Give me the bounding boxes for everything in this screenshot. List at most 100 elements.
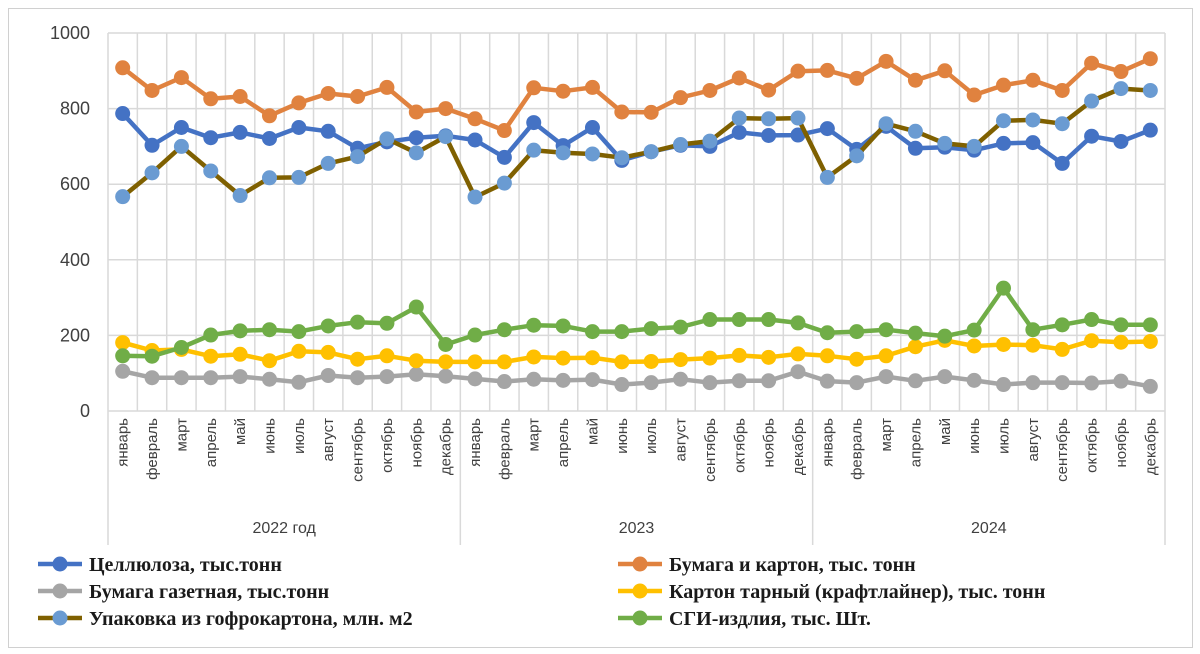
data-point (702, 375, 718, 391)
data-point (1084, 55, 1100, 71)
legend-item: Бумага и картон, тыс. тонн (618, 554, 916, 576)
data-point (643, 104, 659, 120)
data-point (526, 349, 542, 365)
y-tick-label: 400 (60, 250, 90, 270)
data-point (350, 351, 366, 367)
data-point (408, 145, 424, 161)
data-point (203, 327, 219, 343)
data-point (584, 324, 600, 340)
data-point (555, 318, 571, 334)
data-point (907, 123, 923, 139)
data-point (966, 322, 982, 338)
month-label: июль (643, 418, 660, 454)
data-point (1084, 93, 1100, 109)
legend-marker (52, 556, 68, 572)
data-point (144, 137, 160, 153)
legend-label: Бумага и картон, тыс. тонн (669, 554, 916, 576)
data-point (1054, 155, 1070, 171)
data-point (496, 175, 512, 191)
data-point (996, 280, 1012, 296)
month-label: ноябрь (1113, 418, 1130, 468)
data-point (584, 120, 600, 135)
data-point (1025, 375, 1041, 391)
series-layer (115, 51, 1158, 394)
month-label: апрель (203, 418, 220, 467)
data-point (643, 321, 659, 337)
data-point (819, 348, 835, 364)
data-point (819, 169, 835, 185)
data-point (643, 353, 659, 369)
data-point (232, 89, 248, 105)
data-point (261, 322, 277, 338)
data-point (320, 344, 336, 360)
data-point (203, 130, 219, 146)
month-label: ноябрь (761, 418, 778, 468)
data-point (878, 322, 894, 338)
data-point (261, 130, 277, 146)
month-label: сентябрь (702, 418, 719, 482)
data-point (819, 373, 835, 389)
data-point (761, 373, 777, 389)
data-point (937, 135, 953, 151)
series-5 (115, 81, 1158, 205)
data-point (555, 372, 571, 388)
data-point (878, 369, 894, 385)
data-point (937, 328, 953, 344)
data-point (438, 354, 454, 370)
legend-marker (632, 610, 648, 626)
data-point (115, 348, 131, 364)
legend-item: Картон тарный (крафтлайнер), тыс. тонн (618, 581, 1045, 603)
legend-marker (632, 583, 648, 599)
data-point (203, 370, 219, 386)
data-point (1142, 82, 1158, 98)
data-point (702, 312, 718, 328)
data-point (966, 87, 982, 103)
data-point (408, 366, 424, 382)
y-tick-label: 0 (80, 401, 90, 421)
data-point (1142, 51, 1158, 67)
data-point (467, 371, 483, 387)
data-point (790, 127, 806, 143)
data-point (232, 323, 248, 339)
data-point (907, 140, 923, 156)
data-point (232, 369, 248, 385)
data-point (408, 130, 424, 146)
data-point (731, 373, 747, 389)
data-point (438, 101, 454, 117)
month-label: октябрь (1084, 418, 1101, 473)
data-point (115, 106, 131, 122)
data-point (291, 374, 307, 390)
data-point (878, 348, 894, 364)
data-point (1025, 337, 1041, 353)
data-point (526, 115, 542, 131)
month-label: май (232, 418, 249, 445)
data-point (761, 82, 777, 98)
data-point (702, 350, 718, 366)
data-point (1113, 64, 1129, 80)
data-point (1084, 312, 1100, 328)
month-label: декабрь (1142, 418, 1159, 475)
data-point (1113, 81, 1129, 97)
data-point (1113, 133, 1129, 149)
data-point (966, 138, 982, 154)
series-6 (115, 280, 1158, 364)
data-point (320, 85, 336, 101)
data-point (379, 369, 395, 385)
legend-label: Целлюлоза, тыс.тонн (89, 554, 282, 576)
data-point (702, 82, 718, 98)
data-point (261, 108, 277, 124)
data-point (1142, 333, 1158, 349)
data-point (1084, 128, 1100, 144)
data-point (849, 375, 865, 391)
data-point (996, 113, 1012, 129)
data-point (584, 372, 600, 388)
data-point (320, 367, 336, 383)
data-point (996, 77, 1012, 93)
data-point (261, 371, 277, 387)
data-point (261, 353, 277, 369)
data-point (350, 370, 366, 386)
data-point (291, 169, 307, 185)
data-point (907, 325, 923, 341)
month-label: август (673, 418, 690, 462)
